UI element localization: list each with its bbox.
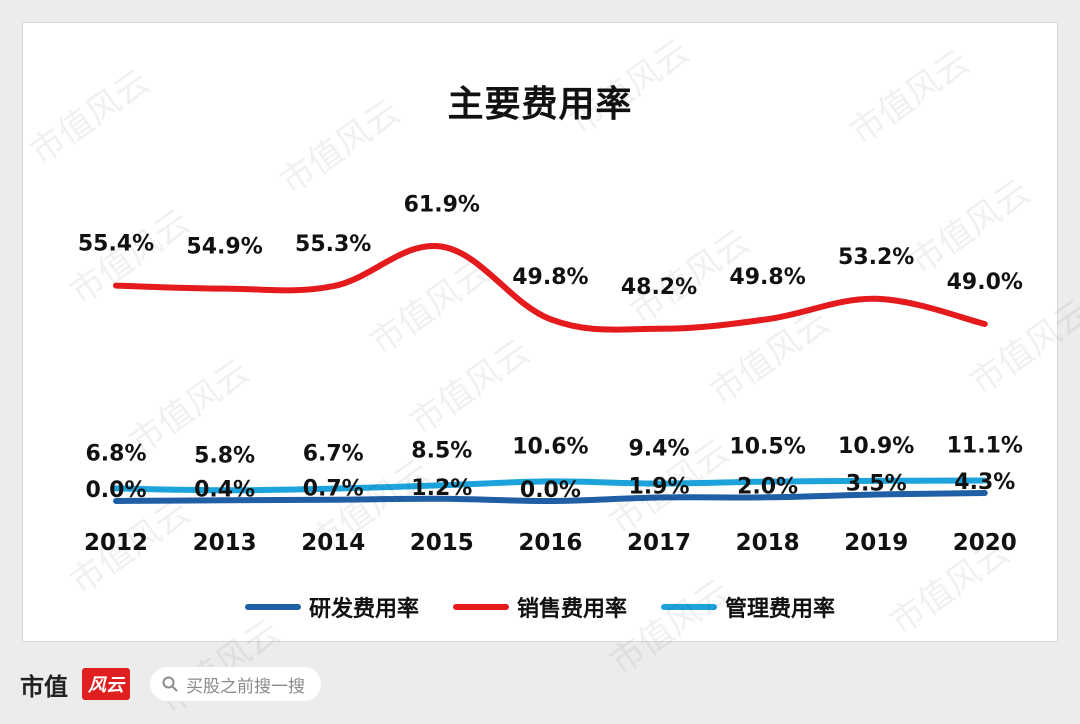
data-label-sales: 61.9% (404, 193, 480, 218)
brand-logo: 风云 (82, 668, 130, 700)
x-tick-label: 2019 (844, 530, 908, 556)
data-label-admin: 5.8% (194, 443, 255, 468)
data-label-admin: 6.7% (303, 442, 364, 467)
x-tick-label: 2020 (953, 530, 1017, 556)
data-label-sales: 49.8% (729, 265, 805, 290)
chart-legend: 研发费用率 销售费用率 管理费用率 (23, 591, 1057, 623)
x-tick-label: 2018 (736, 530, 800, 556)
data-label-admin: 10.6% (512, 434, 588, 459)
data-label-admin: 6.8% (85, 441, 146, 466)
chart-title: 主要费用率 (447, 84, 633, 125)
x-tick-label: 2012 (84, 530, 148, 556)
series-line-sales (113, 242, 988, 333)
data-label-sales: 55.3% (295, 232, 371, 257)
legend-label: 销售费用率 (516, 597, 627, 622)
legend-swatch (244, 604, 301, 610)
data-label-admin: 8.5% (411, 438, 472, 463)
chart-panel: 主要费用率 0.0% 0.4% 0.7% 1.2% 0.0% 1.9% 2.0% 3.5% 4.… (22, 22, 1058, 642)
search-icon (162, 676, 178, 692)
data-label-admin: 11.1% (947, 433, 1023, 458)
data-label-sales: 53.2% (838, 245, 914, 270)
x-tick-label: 2017 (627, 530, 691, 556)
data-label-rd: 0.0% (520, 478, 581, 503)
data-label-rd: 1.9% (628, 474, 689, 499)
legend-label: 管理费用率 (725, 597, 836, 622)
brand-name: 市值 (20, 672, 68, 701)
x-tick-label: 2016 (518, 530, 582, 556)
data-label-sales: 48.2% (621, 275, 697, 300)
data-label-admin: 9.4% (628, 437, 689, 462)
data-label-rd: 1.2% (411, 476, 472, 501)
line-chart: 0.0% 0.4% 0.7% 1.2% 0.0% 1.9% 2.0% 3.5% 4.3% 55.4… (78, 193, 1023, 556)
x-tick-label: 2013 (193, 530, 257, 556)
data-label-rd: 0.0% (85, 478, 146, 503)
legend-swatch (661, 604, 717, 610)
data-label-rd: 3.5% (846, 472, 907, 497)
data-label-rd: 0.7% (303, 477, 364, 502)
series-line-rd (113, 490, 988, 505)
legend-label: 研发费用率 (308, 597, 419, 622)
data-label-sales: 55.4% (78, 232, 154, 257)
series-line-admin (113, 477, 988, 494)
footer-bar: 市值 风云 买股之前搜一搜 (20, 664, 321, 704)
data-label-rd: 2.0% (737, 474, 798, 499)
search-box[interactable]: 买股之前搜一搜 (150, 667, 321, 701)
data-label-rd: 0.4% (194, 477, 255, 502)
x-tick-label: 2014 (301, 530, 365, 556)
data-label-sales: 49.8% (512, 265, 588, 290)
data-label-admin: 10.5% (729, 435, 805, 460)
legend-item: 销售费用率 (452, 591, 627, 623)
legend-item: 管理费用率 (661, 591, 835, 623)
data-label-sales: 49.0% (947, 270, 1023, 295)
legend-item: 研发费用率 (244, 591, 419, 623)
data-label-admin: 10.9% (838, 434, 914, 459)
data-label-rd: 4.3% (954, 470, 1015, 495)
legend-swatch (452, 604, 509, 610)
data-label-sales: 54.9% (186, 235, 262, 260)
search-placeholder: 买股之前搜一搜 (186, 676, 305, 697)
x-tick-label: 2015 (410, 530, 474, 556)
